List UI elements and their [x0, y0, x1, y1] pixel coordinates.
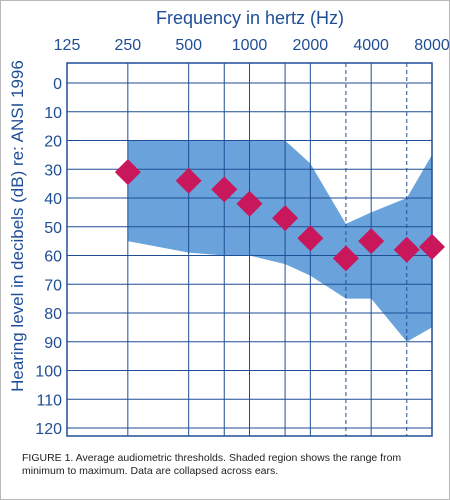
- x-tick-label: 1000: [232, 37, 268, 54]
- y-tick-label: 50: [44, 220, 62, 237]
- y-tick-label: 0: [53, 76, 62, 93]
- data-point-marker: [114, 159, 141, 186]
- x-tick-label: 8000: [414, 37, 450, 54]
- y-tick-label: 80: [44, 306, 62, 323]
- y-tick-label: 70: [44, 277, 62, 294]
- x-tick-label: 4000: [353, 37, 389, 54]
- x-tick-label: 125: [54, 37, 81, 54]
- data-point-marker: [419, 233, 445, 260]
- audiogram-chart: 125 250 500 1000 2000 4000 8000 0 10 20 30 40 50 60 70…: [8, 8, 450, 438]
- data-point-marker: [211, 176, 238, 203]
- y-axis-label: Hearing level in decibels (dB) re: ANSI …: [8, 60, 27, 392]
- y-tick-label: 90: [44, 335, 62, 352]
- chart-title: Frequency in hertz (Hz): [156, 8, 344, 28]
- data-point-marker: [393, 236, 420, 263]
- y-tick-label: 100: [35, 364, 62, 381]
- data-point-marker: [332, 245, 359, 272]
- range-band: [127, 140, 433, 342]
- y-tick-label: 10: [44, 105, 62, 122]
- data-point-marker: [358, 228, 385, 255]
- x-tick-label: 500: [175, 37, 202, 54]
- data-point-marker: [175, 167, 202, 194]
- x-tick-label: 250: [114, 37, 141, 54]
- figure-caption: FIGURE 1. Average audiometric thresholds…: [22, 452, 402, 477]
- data-point-marker: [236, 190, 263, 217]
- y-tick-label: 60: [44, 249, 62, 266]
- y-tick-label: 110: [36, 392, 62, 409]
- y-tick-label: 20: [44, 134, 62, 151]
- data-point-marker: [297, 225, 324, 252]
- data-point-marker: [272, 205, 299, 232]
- x-tick-label: 2000: [293, 37, 329, 54]
- y-tick-label: 120: [35, 421, 62, 438]
- y-tick-label: 40: [44, 191, 62, 208]
- y-tick-label: 30: [44, 162, 62, 179]
